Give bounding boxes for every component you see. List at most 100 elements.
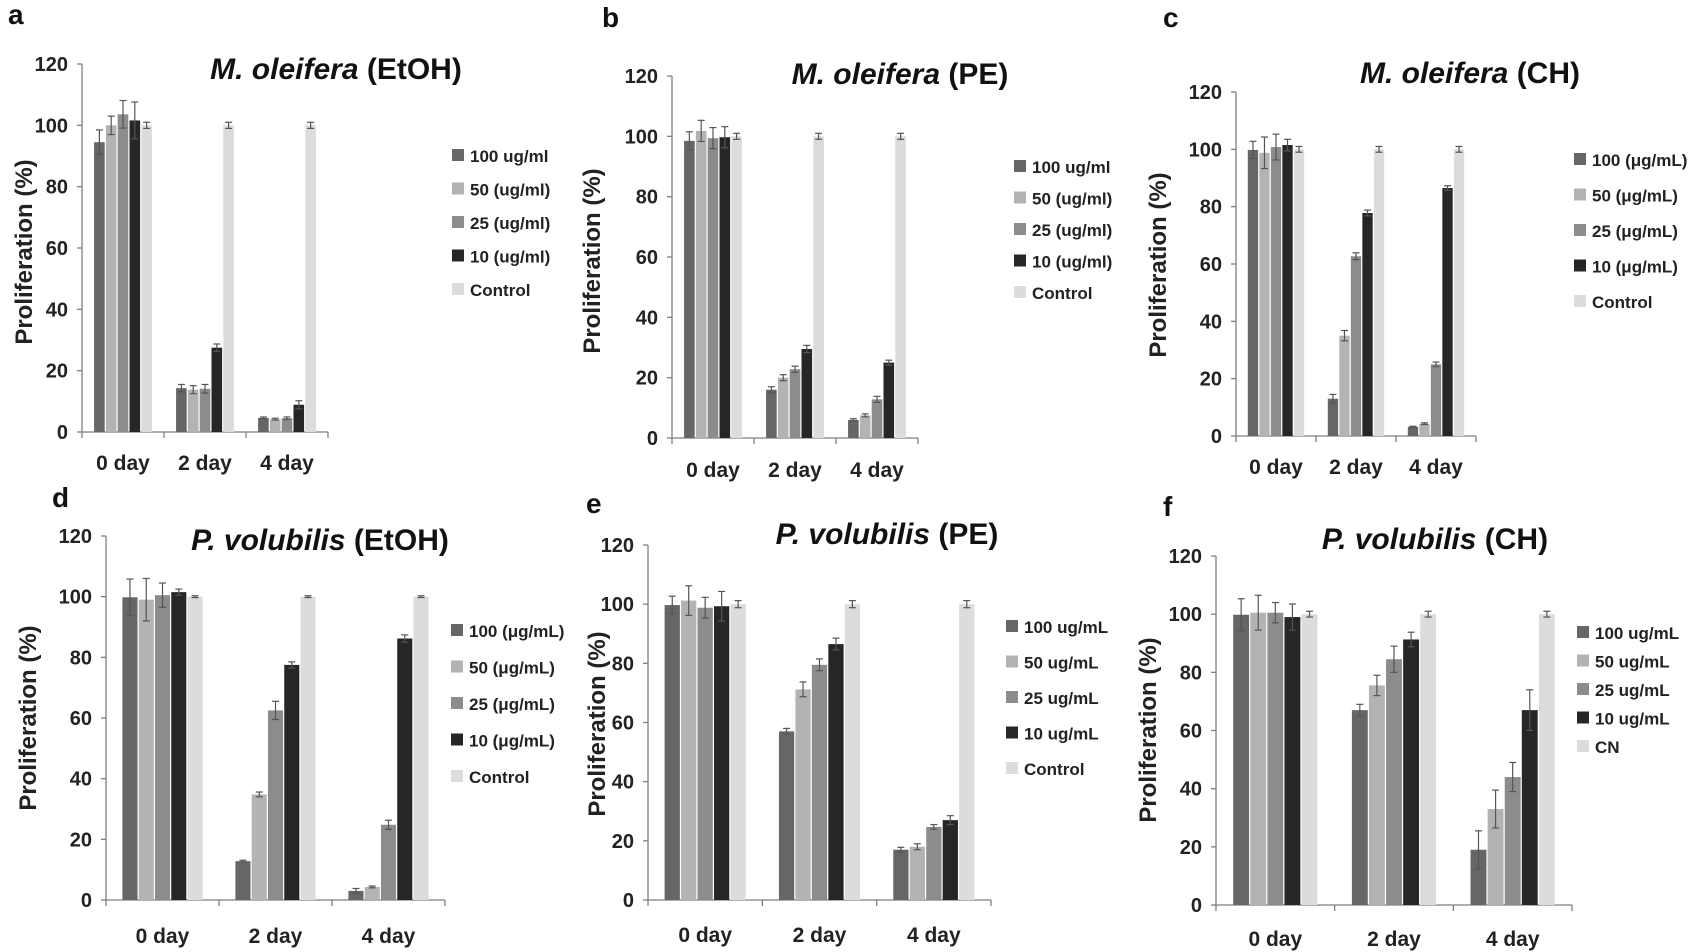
bar [893, 849, 909, 900]
bar [258, 417, 269, 432]
y-tick-label: 120 [35, 54, 68, 76]
x-tick-label: 2 day [1367, 928, 1421, 951]
x-tick-label: 0 day [1248, 928, 1302, 951]
bar [1362, 212, 1373, 436]
x-tick-label: 0 day [686, 459, 740, 482]
bar [1267, 612, 1284, 905]
chart-panel-d: d P. volubilis (EtOH) Proliferation (%) 0 20… [15, 482, 564, 948]
bar [795, 689, 811, 900]
chart-panel-f: f P. volubilis (CH) Proliferation (%) 0 20 40… [1135, 491, 1679, 951]
legend-swatch [1577, 711, 1589, 724]
bar [1327, 398, 1339, 436]
bar [1282, 145, 1293, 437]
bar [187, 596, 203, 900]
y-tick-label: 40 [636, 307, 658, 329]
bar [895, 136, 906, 439]
panel-letter: f [1163, 491, 1173, 522]
y-tick-label: 80 [70, 647, 92, 669]
chart-title: M. oleifera (EtOH) [210, 53, 462, 86]
bar [1233, 614, 1250, 905]
legend-label: 50 (μg/mL) [1592, 187, 1678, 206]
bar [909, 846, 926, 900]
bar [1247, 149, 1259, 436]
y-tick-label: 20 [1180, 837, 1202, 859]
bar [883, 362, 895, 438]
panel-letter: a [8, 0, 24, 30]
y-tick-label: 80 [636, 187, 658, 209]
legend-swatch [451, 770, 463, 782]
y-tick-label: 80 [612, 653, 634, 675]
y-tick-label: 100 [59, 587, 92, 609]
y-tick-label: 0 [647, 428, 658, 450]
y-tick-label: 60 [70, 708, 92, 730]
bar [766, 389, 777, 438]
y-tick-label: 120 [1169, 546, 1202, 568]
legend-label: 10 (ug/ml) [470, 248, 550, 267]
bar [719, 137, 731, 438]
bar [959, 604, 975, 900]
legend-swatch [1014, 191, 1026, 204]
legend-label: 10 (μg/mL) [469, 732, 555, 751]
bar [1301, 614, 1318, 905]
legend-swatch [1574, 188, 1586, 201]
bar [281, 418, 293, 432]
bar [1442, 188, 1453, 436]
bar [1284, 617, 1301, 905]
legend-swatch [1577, 654, 1589, 667]
y-axis-label: Proliferation (%) [1145, 172, 1172, 357]
x-tick-label: 4 day [907, 924, 961, 947]
chart-title-species: P. volubilis [776, 518, 931, 551]
chart-title: P. volubilis (EtOH) [191, 524, 449, 557]
x-tick-label: 0 day [1249, 456, 1303, 479]
chart-title-species: M. oleifera [1360, 57, 1508, 90]
legend-swatch [1577, 740, 1589, 752]
bar [187, 389, 199, 432]
x-tick-label: 2 day [178, 452, 232, 475]
y-tick-label: 120 [625, 66, 658, 88]
legend-label: 50 ug/mL [1024, 654, 1099, 673]
bar [413, 596, 429, 900]
bar [1368, 685, 1385, 905]
x-tick-label: 2 day [793, 924, 847, 947]
chart-title: M. oleifera (PE) [792, 58, 1009, 91]
bar [284, 664, 300, 900]
legend-swatch [452, 283, 464, 295]
bar [1259, 152, 1270, 437]
bar [871, 399, 883, 438]
y-tick-label: 20 [70, 829, 92, 851]
panel-letter: e [586, 488, 602, 519]
bar [1419, 423, 1430, 436]
legend-swatch [1577, 626, 1589, 638]
chart-panel-a: a M. oleifera (EtOH) Proliferation (%) 0 20 4… [8, 0, 550, 475]
bar [681, 600, 697, 900]
bar [942, 820, 958, 900]
panel-letter: c [1163, 2, 1179, 33]
bar [138, 599, 154, 900]
bar [778, 731, 795, 900]
bar [731, 136, 742, 439]
legend-swatch [452, 149, 464, 161]
bar [1453, 149, 1465, 437]
bar [789, 369, 801, 438]
bar [1270, 147, 1282, 437]
y-axis-label: Proliferation (%) [584, 631, 611, 816]
bar [141, 125, 152, 432]
y-axis-label: Proliferation (%) [1135, 637, 1162, 822]
chart-title-extract: (EtOH) [346, 524, 449, 557]
y-tick-label: 0 [1211, 426, 1222, 448]
y-tick-label: 40 [46, 299, 68, 321]
bar [348, 890, 364, 900]
x-tick-label: 0 day [96, 452, 150, 475]
y-axis-label: Proliferation (%) [579, 168, 606, 353]
y-tick-label: 60 [1200, 254, 1222, 276]
bar [859, 415, 871, 438]
bar [364, 886, 380, 900]
legend-swatch [1577, 683, 1589, 695]
chart-title-species: M. oleifera [792, 58, 940, 91]
chart-title: P. volubilis (CH) [1322, 523, 1548, 556]
legend-label: 100 (μg/mL) [1592, 151, 1687, 170]
bar [251, 794, 267, 900]
bar [664, 605, 680, 900]
y-tick-label: 40 [1200, 311, 1222, 333]
y-axis-label: Proliferation (%) [15, 625, 42, 810]
